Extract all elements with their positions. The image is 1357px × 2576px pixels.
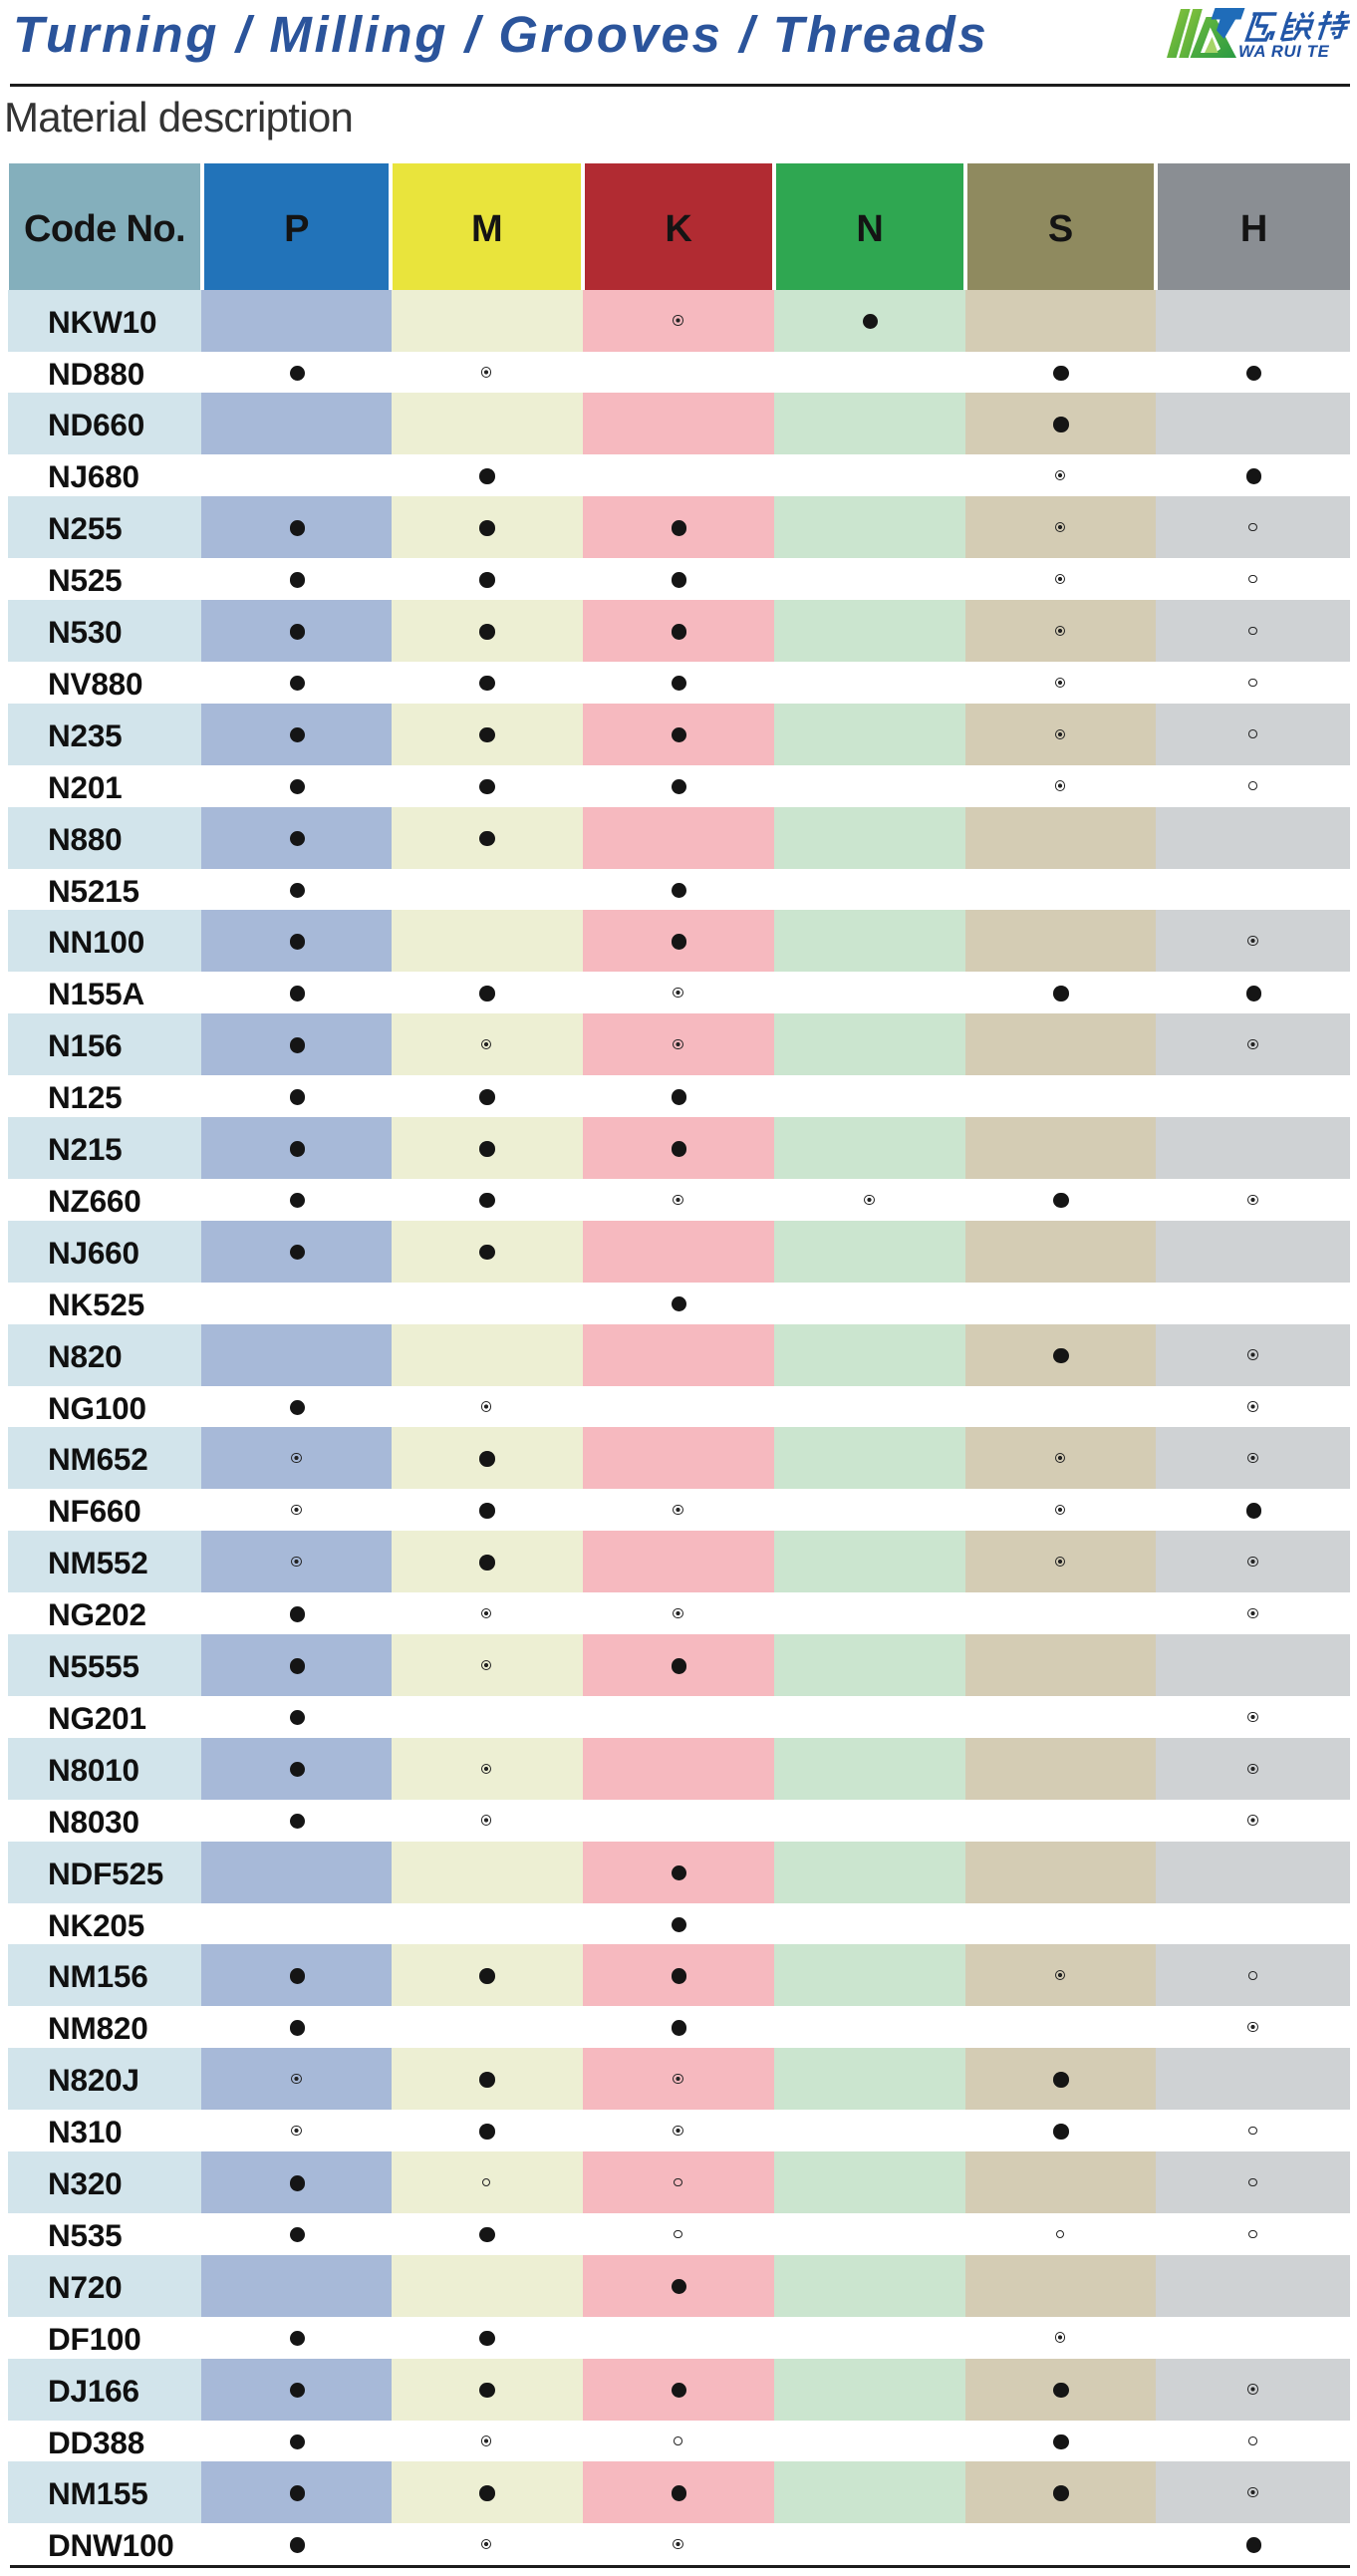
svg-text:WA RUI TE: WA RUI TE	[1238, 42, 1330, 61]
